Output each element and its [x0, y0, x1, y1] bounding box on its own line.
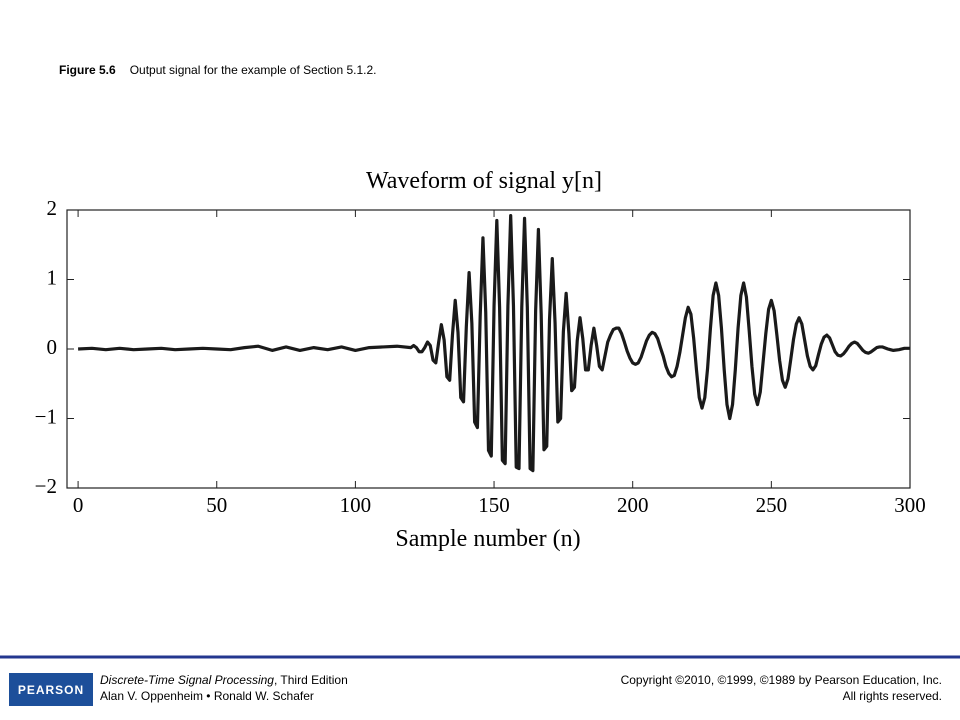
signal-line — [78, 213, 910, 473]
x-tick-label: 150 — [478, 493, 510, 517]
y-tick-label: −2 — [35, 474, 57, 498]
y-tick-label: 2 — [47, 196, 58, 220]
authors: Alan V. Oppenheim • Ronald W. Schafer — [100, 689, 314, 703]
y-tick-label: 1 — [47, 265, 58, 289]
x-tick-label: 0 — [73, 493, 84, 517]
x-tick-label: 100 — [340, 493, 372, 517]
y-tick-label: −1 — [35, 404, 57, 428]
caption-label: Figure 5.6 — [59, 63, 116, 77]
logo-text: PEARSON — [18, 683, 84, 697]
x-axis-label: Sample number (n) — [395, 526, 580, 552]
x-tick-label: 50 — [206, 493, 227, 517]
y-tick-label: 0 — [47, 335, 58, 359]
chart-title: Waveform of signal y[n] — [366, 168, 602, 194]
x-tick-label: 200 — [617, 493, 649, 517]
caption-text: Output signal for the example of Section… — [130, 63, 377, 77]
logo — [9, 673, 93, 706]
x-tick-label: 250 — [756, 493, 788, 517]
copyright: Copyright ©2010, ©1999, ©1989 by Pearson… — [621, 673, 942, 687]
book-title: Discrete-Time Signal Processing — [100, 673, 274, 687]
rights: All rights reserved. — [843, 689, 942, 703]
book-line: Discrete-Time Signal Processing, Third E… — [100, 673, 348, 687]
x-tick-label: 300 — [894, 493, 926, 517]
book-edition: , Third Edition — [274, 673, 348, 687]
caption: Figure 5.6 Output signal for the example … — [59, 63, 377, 77]
